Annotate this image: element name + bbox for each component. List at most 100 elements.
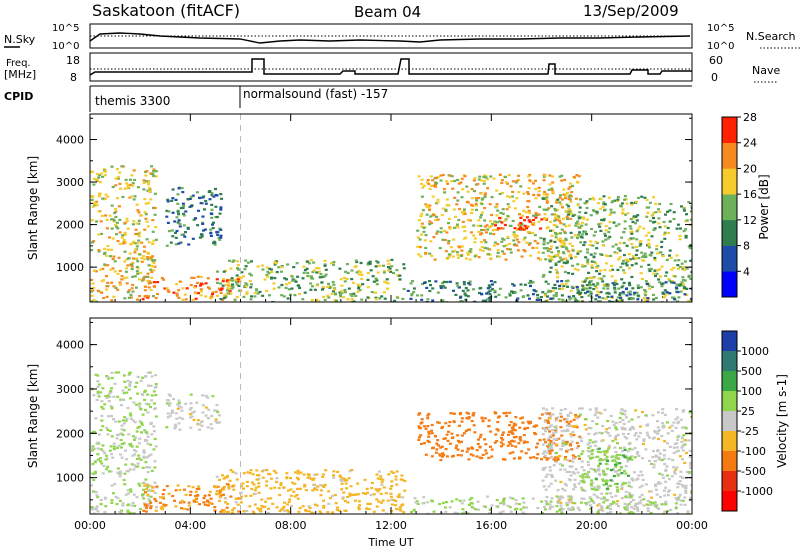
power-cell [532, 289, 536, 292]
power-cell [614, 299, 618, 302]
power-cell [538, 205, 542, 208]
power-cell [496, 249, 500, 252]
velocity-cell [439, 446, 443, 449]
velocity-cell [607, 444, 611, 448]
power-cell [558, 201, 562, 204]
velocity-cell [137, 454, 141, 457]
velocity-cell [136, 375, 140, 378]
velocity-cell [204, 394, 208, 398]
velocity-cell [440, 511, 444, 514]
power-cell [104, 214, 108, 217]
power-cell [402, 287, 406, 291]
velocity-cell [623, 502, 627, 505]
power-cell [462, 210, 466, 213]
power-cell [269, 268, 273, 271]
power-cell [291, 278, 295, 281]
power-cell [153, 206, 157, 210]
power-cell [136, 242, 140, 245]
velocity-cell [138, 425, 142, 428]
power-cell [208, 190, 212, 193]
power-cell [130, 265, 134, 268]
power-cell [553, 283, 557, 286]
power-cell [532, 214, 535, 217]
velocity-cell [137, 405, 141, 408]
power-cell [609, 254, 613, 257]
velocity-cell [210, 427, 214, 430]
power-cell [504, 296, 508, 299]
power-cell [273, 263, 277, 266]
velocity-cell [228, 479, 232, 482]
velocity-cell [381, 509, 385, 512]
velocity-cell [380, 481, 384, 484]
power-cell [339, 295, 343, 298]
velocity-cell [339, 475, 343, 478]
velocity-cell [341, 477, 345, 480]
power-cell [219, 291, 223, 294]
power-cell [516, 249, 520, 252]
velocity-cell [125, 458, 129, 461]
velocity-cell [604, 482, 608, 486]
power-cell [444, 250, 448, 253]
power-cell [680, 205, 683, 208]
power-cell [147, 295, 150, 298]
velocity-cell [197, 487, 201, 490]
power-cell [558, 256, 562, 259]
velocity-cell [690, 415, 692, 418]
velocity-cell [615, 486, 619, 489]
power-cell [90, 219, 94, 222]
velocity-cell [596, 450, 600, 453]
power-cell [454, 293, 458, 296]
velocity-cell [569, 435, 573, 438]
velocity-cell [468, 498, 472, 501]
velocity-cell [113, 483, 117, 486]
velocity-cell [119, 404, 123, 407]
velocity-cell [486, 495, 489, 498]
velocity-cell [467, 458, 471, 461]
power-cell [489, 232, 492, 235]
velocity-cell [632, 507, 636, 510]
power-cell [486, 187, 490, 190]
power-cell [638, 225, 642, 228]
velocity-cell [656, 411, 660, 414]
power-cell [151, 295, 155, 298]
power-cell [209, 297, 213, 300]
velocity-cell [615, 469, 619, 472]
x-tick-label: 20:00 [576, 519, 608, 532]
power-cell [648, 287, 652, 290]
power-cell [622, 241, 626, 245]
power-cell [647, 206, 651, 209]
velocity-cell [148, 484, 152, 487]
power-cell [539, 237, 543, 240]
velocity-cell [611, 439, 615, 443]
power-cell [551, 289, 555, 293]
velocity-cell [620, 486, 624, 489]
power-cell [630, 203, 634, 206]
velocity-cell [458, 424, 461, 427]
velocity-cell [193, 500, 196, 503]
power-cell [463, 175, 467, 178]
velocity-cell [635, 478, 639, 481]
velocity-cell [154, 374, 158, 377]
velocity-cell [380, 501, 383, 504]
power-cell [604, 262, 608, 265]
power-cell [131, 257, 135, 260]
power-colorbar-label: Power [dB] [757, 174, 771, 239]
power-cell [583, 265, 587, 268]
power-cell [646, 211, 650, 214]
velocity-cell [124, 493, 128, 496]
power-cell [188, 197, 192, 200]
power-cell [613, 251, 617, 254]
power-cell [224, 295, 228, 298]
power-cell [459, 181, 463, 184]
power-cell [519, 289, 523, 292]
power-cell [647, 263, 651, 266]
power-cell [167, 230, 171, 233]
velocity-cell [226, 502, 230, 505]
power-cell [343, 276, 346, 279]
velocity-cell [570, 440, 574, 443]
velocity-cell [667, 457, 671, 460]
power-cell [575, 234, 579, 237]
power-cell [102, 198, 106, 201]
power-cell [642, 227, 646, 230]
power-cell [552, 213, 556, 216]
